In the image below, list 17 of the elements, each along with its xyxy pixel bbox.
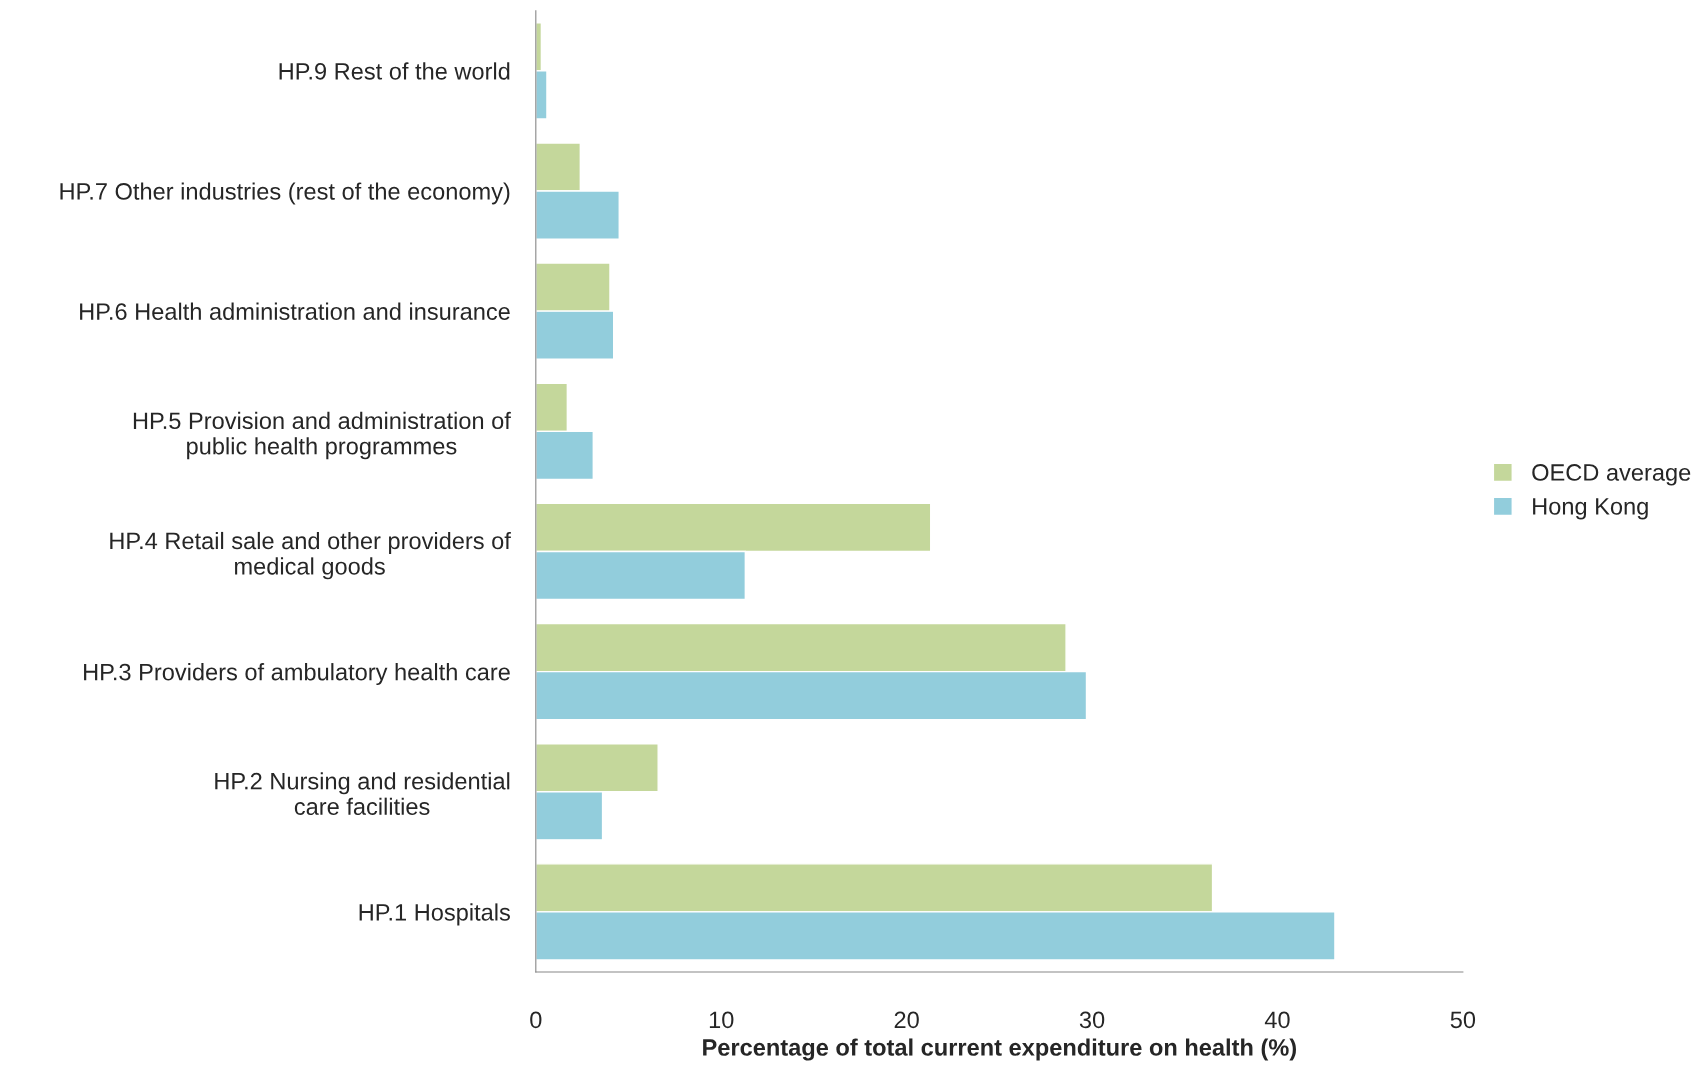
legend-label: OECD average <box>1532 464 1691 486</box>
y-tick-label: HP.4 Retail sale and other providers of medical goods <box>110 531 511 580</box>
x-tick-label: 20 <box>894 1011 919 1029</box>
y-tick-label: HP.5 Provision and administration of public health programmes <box>133 411 511 460</box>
y-tick-label: HP.9 Rest of the world <box>279 62 510 80</box>
x-tick-label: 40 <box>1264 1011 1290 1029</box>
y-tick-label: HP.3 Providers of ambulatory health care <box>84 663 510 686</box>
x-axis-title: Percentage of total current expenditure on health (%) <box>703 1038 1296 1061</box>
y-tick-label: HP.1 Hospitals <box>359 903 510 926</box>
x-tick-label: 50 <box>1450 1011 1476 1029</box>
y-tick-label: HP.2 Nursing and residential care facilities <box>215 772 510 815</box>
x-tick-label: 30 <box>1079 1011 1105 1029</box>
y-tick-label: HP.6 Health administration and insurance <box>80 302 510 320</box>
x-tick-label: 0 <box>530 1011 542 1029</box>
x-tick-label: 10 <box>709 1011 734 1029</box>
y-tick-label: HP.7 Other industries (rest of the economy) <box>60 182 510 205</box>
legend-label: Hong Kong <box>1533 498 1648 520</box>
